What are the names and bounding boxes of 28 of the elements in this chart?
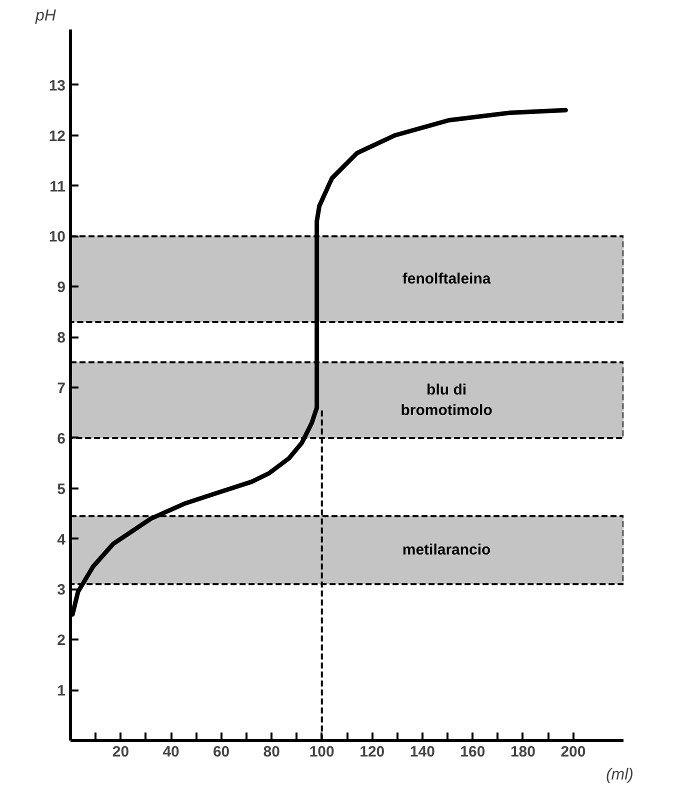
x-tick-label: 120 bbox=[360, 744, 385, 760]
band-label: fenolftaleina bbox=[402, 270, 492, 288]
y-axis-title: pH bbox=[34, 8, 56, 24]
x-tick-label: 80 bbox=[263, 744, 280, 760]
y-tick-label: 10 bbox=[48, 228, 66, 246]
y-tick-label: 2 bbox=[57, 632, 66, 650]
y-tick-label: 12 bbox=[48, 128, 66, 145]
x-tick-label: 140 bbox=[410, 744, 435, 760]
y-tick-label: 9 bbox=[57, 279, 66, 296]
y-tick-label: 11 bbox=[50, 178, 66, 196]
x-tick-label: 180 bbox=[510, 744, 536, 760]
x-tick-label: 100 bbox=[309, 744, 334, 760]
x-tick-label: 60 bbox=[212, 744, 230, 760]
x-tick-label: 200 bbox=[560, 744, 586, 760]
y-tick-label: 7 bbox=[57, 380, 66, 398]
y-tick-label: 4 bbox=[57, 531, 66, 548]
y-tick-label: 6 bbox=[57, 430, 66, 448]
x-axis-title: (ml) bbox=[606, 766, 634, 784]
y-tick-label: 5 bbox=[57, 480, 66, 498]
band-label: blu di bromotimolo bbox=[400, 381, 492, 419]
y-tick-label: 3 bbox=[57, 582, 66, 599]
x-tick-label: 40 bbox=[162, 744, 180, 760]
y-tick-label: 1 bbox=[57, 682, 66, 700]
x-tick-label: 20 bbox=[112, 744, 130, 760]
band-label: metilarancio bbox=[402, 542, 491, 559]
y-tick-label: 13 bbox=[48, 77, 66, 94]
x-tick-label: 160 bbox=[460, 744, 486, 760]
y-tick-label: 8 bbox=[57, 330, 66, 347]
